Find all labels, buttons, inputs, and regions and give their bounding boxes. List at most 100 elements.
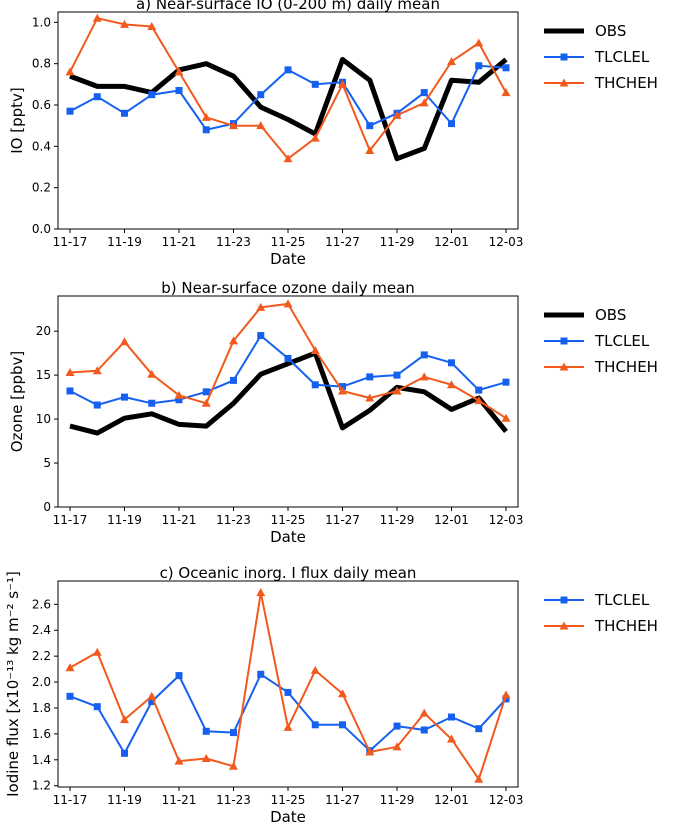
data-point <box>256 588 266 597</box>
legend-item-thcheh: THCHEH <box>544 617 658 635</box>
x-tick-label: 11-25 <box>271 793 306 807</box>
y-tick-label: 1.0 <box>32 15 51 29</box>
y-tick-label: 1.4 <box>32 753 51 767</box>
x-axis-label: Date <box>270 250 306 268</box>
series-tlclel <box>66 670 510 757</box>
data-point <box>148 399 156 407</box>
data-point <box>174 67 184 76</box>
x-tick-label: 12-03 <box>489 513 524 527</box>
data-point <box>338 689 347 698</box>
data-point <box>175 87 183 95</box>
legend-marker <box>560 53 568 61</box>
data-point <box>257 670 265 678</box>
data-point <box>65 367 75 376</box>
y-tick-label: 0.8 <box>32 57 51 71</box>
data-point <box>201 112 211 121</box>
data-point <box>65 67 75 76</box>
data-point <box>448 713 455 721</box>
y-tick-label: 1.2 <box>32 779 51 793</box>
x-tick-label: 11-17 <box>53 513 88 527</box>
y-tick-label: 2.2 <box>32 649 51 663</box>
series-obs <box>69 350 508 436</box>
data-point <box>202 727 210 735</box>
legend-item-tlclel: TLCLEL <box>544 332 650 350</box>
x-tick-label: 11-27 <box>325 793 360 807</box>
data-point <box>120 337 129 346</box>
x-tick-label: 11-21 <box>162 793 197 807</box>
data-point <box>420 726 428 734</box>
plot-frame <box>57 295 519 508</box>
data-point <box>256 121 266 130</box>
legend-label: THCHEH <box>594 617 658 635</box>
data-point <box>93 703 101 711</box>
series-thcheh <box>65 299 511 422</box>
data-point <box>66 387 74 395</box>
data-point <box>310 346 320 355</box>
x-tick-label: 11-23 <box>216 513 251 527</box>
legend-item-thcheh: THCHEH <box>544 358 658 376</box>
legend-label: TLCLEL <box>594 591 650 609</box>
data-point <box>501 88 511 97</box>
data-point <box>284 354 292 362</box>
data-point <box>502 378 510 386</box>
data-point <box>93 93 101 101</box>
data-point <box>475 725 483 733</box>
data-point <box>447 57 456 66</box>
data-point <box>229 761 238 770</box>
data-point <box>230 729 237 737</box>
y-axis-label: IO [pptv] <box>8 87 26 154</box>
data-point <box>366 373 374 381</box>
data-point <box>502 695 510 703</box>
data-point <box>120 19 129 28</box>
x-tick-label: 12-03 <box>489 235 524 249</box>
y-tick-label: 0.2 <box>32 181 51 195</box>
data-point <box>474 38 484 47</box>
data-point <box>201 753 211 762</box>
y-tick-label: 2.4 <box>32 623 51 637</box>
chart-title: b) Near-surface ozone daily mean <box>161 279 415 297</box>
data-point <box>420 89 428 97</box>
x-tick-label: 11-25 <box>271 513 306 527</box>
legend-marker <box>560 596 568 604</box>
y-tick-label: 2.6 <box>32 597 51 611</box>
legend-marker <box>559 362 569 371</box>
data-point <box>230 376 237 384</box>
data-point <box>202 126 210 134</box>
chart-panel-3: c) Oceanic inorg. I flux daily mean 1.2 1.… <box>4 564 658 825</box>
x-tick-label: 11-19 <box>107 235 142 249</box>
data-point <box>311 721 319 729</box>
data-point <box>447 734 456 743</box>
data-point <box>365 145 375 154</box>
x-tick-label: 11-17 <box>53 793 88 807</box>
data-point <box>257 332 265 340</box>
data-point <box>147 21 157 30</box>
data-point <box>284 66 292 74</box>
data-point <box>174 756 184 765</box>
legend-marker <box>560 337 568 345</box>
data-point <box>392 742 402 751</box>
x-tick-label: 11-25 <box>271 235 306 249</box>
data-point <box>283 154 293 163</box>
data-point <box>66 107 74 115</box>
x-tick-label: 11-21 <box>162 235 197 249</box>
data-point <box>419 98 429 107</box>
data-point <box>201 398 211 407</box>
x-tick-label: 11-29 <box>380 513 415 527</box>
data-point <box>65 663 75 672</box>
y-tick-label: 10 <box>36 412 51 426</box>
data-point <box>448 359 455 367</box>
data-point <box>229 121 238 130</box>
data-point <box>93 401 101 409</box>
series-obs <box>69 57 508 162</box>
series-thcheh <box>65 13 511 163</box>
x-tick-label: 12-03 <box>489 793 524 807</box>
y-tick-label: 0.6 <box>32 98 51 112</box>
x-tick-label: 11-23 <box>216 793 251 807</box>
data-point <box>393 371 401 379</box>
legend-marker <box>559 78 569 87</box>
legend: OBS TLCLEL THCHEH <box>544 22 658 92</box>
series-line-tlclel <box>69 673 507 755</box>
data-point <box>475 62 483 70</box>
data-point <box>365 747 375 756</box>
